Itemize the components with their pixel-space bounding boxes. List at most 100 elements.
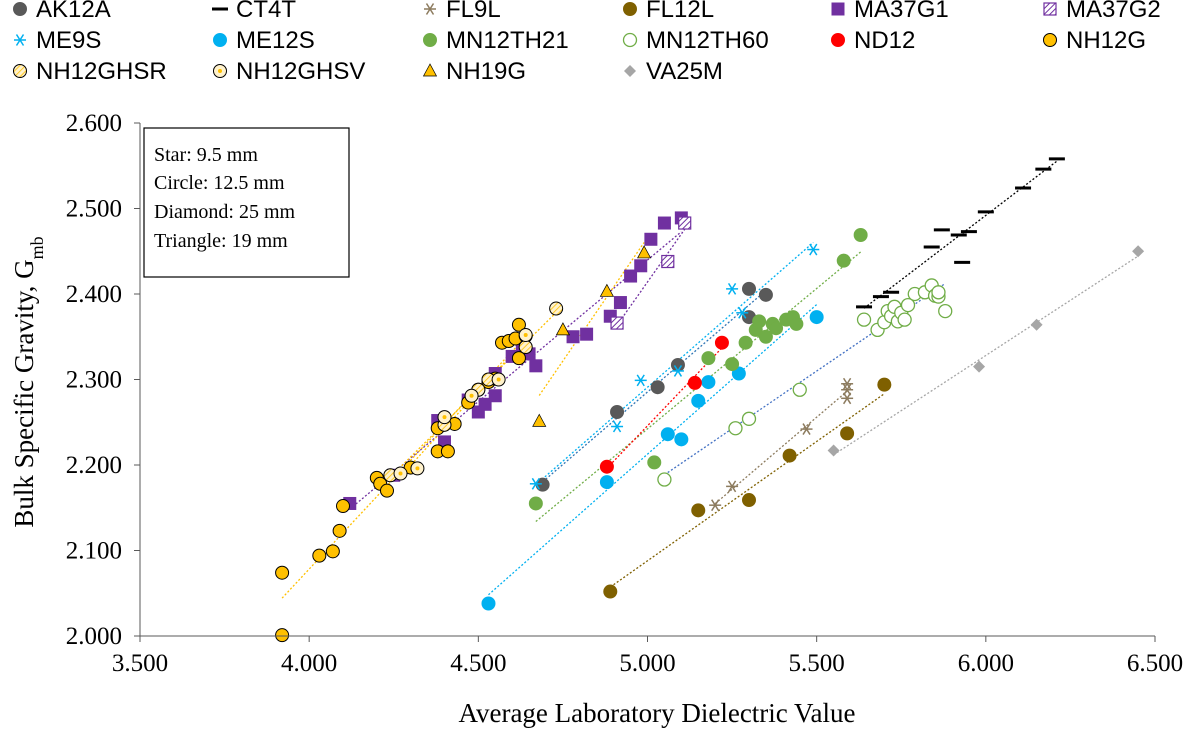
legend-label-nd12: ND12 xyxy=(854,27,915,54)
legend-marker-nh12ghsv xyxy=(213,64,227,78)
legend-marker-fl9l xyxy=(424,3,436,15)
point-mn12th21-9 xyxy=(769,321,784,336)
y-tick-label: 2.500 xyxy=(66,196,122,223)
legend-marker-me9s xyxy=(14,34,26,46)
point-nh12g-5 xyxy=(336,499,350,514)
point-nd12-2 xyxy=(714,335,729,350)
point-fl9l-4 xyxy=(841,383,854,396)
point-mn12th21-13 xyxy=(836,253,851,268)
point-ma37g2-0 xyxy=(610,316,624,330)
point-nh19g-2 xyxy=(599,283,614,297)
legend-marker-nh12g xyxy=(1043,33,1057,47)
x-tick-label: 3.500 xyxy=(112,650,168,677)
legend-item-me9s: ME9S xyxy=(14,27,101,54)
y-tick-label: 2.300 xyxy=(66,367,122,394)
point-mn12th60-13 xyxy=(900,297,916,313)
legend-item-nd12: ND12 xyxy=(831,27,915,54)
point-me9s-1 xyxy=(611,420,624,433)
trendline-va25m xyxy=(833,255,1139,456)
point-ma37g2-2 xyxy=(678,216,692,230)
x-axis-title: Average Laboratory Dielectric Value xyxy=(458,698,855,728)
point-mn12th21-12 xyxy=(789,316,804,331)
point-me9s-3 xyxy=(671,365,684,377)
point-me12s-5 xyxy=(701,375,716,390)
trendline-nh12ghsv xyxy=(400,338,527,477)
point-me9s-6 xyxy=(807,243,820,256)
point-mn12th60-20 xyxy=(938,303,953,319)
note-box xyxy=(143,127,350,278)
legend-label-ak12a: AK12A xyxy=(36,0,111,23)
point-mn12th60-12 xyxy=(897,312,912,327)
legend-label-ma37g2: MA37G2 xyxy=(1066,0,1161,23)
legend-label-va25m: VA25M xyxy=(646,58,723,85)
point-mn12th21-14 xyxy=(853,228,868,243)
point-nh12ghsr-5 xyxy=(549,301,564,316)
point-nh12g-12 xyxy=(440,444,455,459)
point-mn12th21-4 xyxy=(738,335,753,350)
point-me9s-2 xyxy=(634,374,647,387)
point-nh12g-1 xyxy=(275,565,290,580)
point-nh12g-0 xyxy=(275,628,290,643)
legend-item-ma37g2: MA37G2 xyxy=(1043,0,1161,23)
point-ma37g2-1 xyxy=(661,254,675,269)
legend-label-me9s: ME9S xyxy=(36,27,101,54)
point-fl12l-0 xyxy=(603,584,618,599)
point-nd12-0 xyxy=(599,459,614,474)
legend-label-nh19g: NH19G xyxy=(446,58,526,85)
axes: 3.500 4.000 4.500 5.000 5.500 6.000 6.500 2.000… xyxy=(66,110,1183,677)
point-mn12th60-19 xyxy=(931,285,946,300)
legend-marker-ma37g1 xyxy=(831,2,845,16)
legend-label-mn12th21: MN12TH21 xyxy=(446,27,569,54)
legend-marker-ak12a xyxy=(13,2,27,16)
point-ak12a-2 xyxy=(650,380,665,395)
x-tick-label: 6.000 xyxy=(958,650,1014,677)
point-fl12l-1 xyxy=(691,503,706,518)
point-fl9l-5 xyxy=(841,377,854,390)
x-tick-label: 5.500 xyxy=(789,650,845,677)
legend-label-nh12ghsv: NH12GHSV xyxy=(236,58,365,85)
y-tick-label: 2.100 xyxy=(66,538,122,565)
legend-item-ct4t: CT4T xyxy=(212,0,296,23)
point-me12s-4 xyxy=(691,393,706,408)
legend-marker-nd12 xyxy=(831,33,845,47)
point-ma37g1-7 xyxy=(488,389,502,403)
point-fl9l-2 xyxy=(800,423,813,435)
legend-label-nh12g: NH12G xyxy=(1066,27,1146,54)
point-nh12ghsv-2 xyxy=(437,410,452,425)
y-axis-title: Bulk Specific Gravity, Gmb xyxy=(9,236,47,527)
x-tick-label: 4.500 xyxy=(450,650,506,677)
point-nh12ghsv-4 xyxy=(491,372,506,387)
point-mn12th60-3 xyxy=(792,382,807,397)
legend-item-fl9l: FL9L xyxy=(424,0,501,23)
x-tick-label: 4.000 xyxy=(281,650,337,677)
y-tick-label: 2.000 xyxy=(66,623,122,650)
point-va25m-1 xyxy=(973,360,986,373)
point-va25m-0 xyxy=(827,444,840,457)
legend-label-ct4t: CT4T xyxy=(236,0,296,23)
trendline-ak12a xyxy=(542,290,767,483)
legend-item-ma37g1: MA37G1 xyxy=(831,0,949,23)
point-me12s-6 xyxy=(731,366,746,381)
point-va25m-2 xyxy=(1030,318,1043,331)
y-axis-title-subscript: mb xyxy=(27,236,47,259)
legend-item-nh12ghsv: NH12GHSV xyxy=(213,58,365,85)
legend-marker-me12s xyxy=(213,33,227,47)
point-ak12a-5 xyxy=(742,281,756,296)
point-nh12g-8 xyxy=(379,483,394,498)
point-ma37g1-17 xyxy=(624,269,638,283)
trendline-mn12th60 xyxy=(664,282,946,476)
point-nh12g-22 xyxy=(511,351,526,366)
point-ma37g1-16 xyxy=(613,296,627,310)
point-fl9l-1 xyxy=(726,480,739,493)
point-ma37g1-19 xyxy=(644,232,658,246)
point-ak12a-1 xyxy=(610,404,625,419)
legend-item-fl12l: FL12L xyxy=(623,0,714,23)
legend-label-fl12l: FL12L xyxy=(646,0,714,23)
point-ma37g1-14 xyxy=(580,327,594,341)
point-ma37g1-6 xyxy=(478,397,492,411)
legend-label-nh12ghsr: NH12GHSR xyxy=(36,58,167,85)
point-fl12l-4 xyxy=(840,426,855,441)
point-ma37g1-12 xyxy=(529,359,543,373)
y-tick-label: 2.400 xyxy=(66,281,122,308)
